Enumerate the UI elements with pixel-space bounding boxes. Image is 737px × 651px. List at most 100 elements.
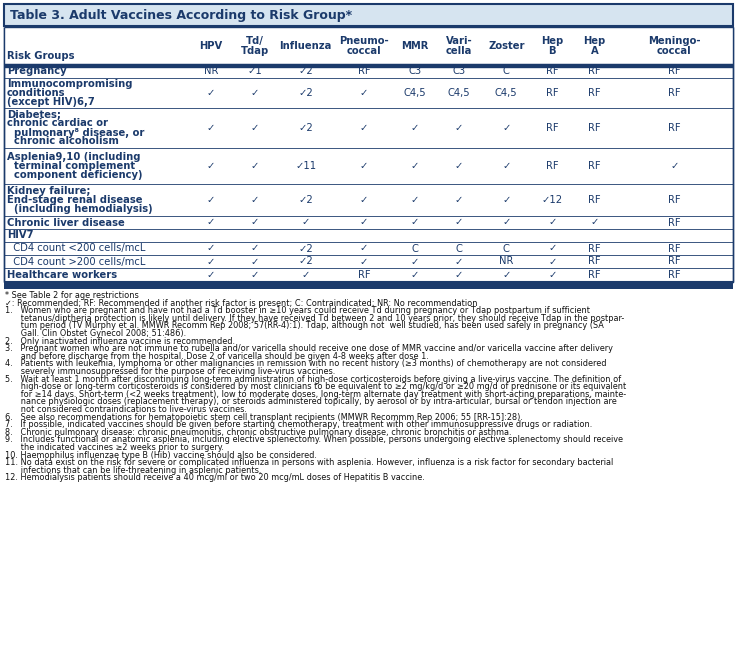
Text: C: C <box>455 243 462 253</box>
Text: 1.   Women who are pregnant and have not had a Td booster in ≥10 years could rec: 1. Women who are pregnant and have not h… <box>5 306 590 315</box>
Text: ✓: ✓ <box>411 123 419 133</box>
Text: NR: NR <box>204 66 218 77</box>
Text: Tdap: Tdap <box>241 46 269 56</box>
Text: 11. No data exist on the risk for severe or complicated influenza in persons wit: 11. No data exist on the risk for severe… <box>5 458 613 467</box>
Text: (including hemodialysis): (including hemodialysis) <box>7 204 153 214</box>
Text: ✓: ✓ <box>670 161 679 171</box>
Text: tetanus/diptheria protection is likely until delivery. If they have received Td : tetanus/diptheria protection is likely u… <box>5 314 624 323</box>
Text: nance physiologic doses (replacement therapy), or steroids administered topicall: nance physiologic doses (replacement the… <box>5 397 617 406</box>
Text: RF: RF <box>588 270 601 280</box>
Text: terminal complement: terminal complement <box>7 161 135 171</box>
Text: RF: RF <box>668 66 681 77</box>
Text: the indicated vaccines ≥2 weeks prior to surgery.: the indicated vaccines ≥2 weeks prior to… <box>5 443 224 452</box>
Text: C: C <box>412 243 419 253</box>
Bar <box>4 27 733 65</box>
Text: Pregnancy: Pregnancy <box>7 66 66 77</box>
Text: ✓: ✓ <box>360 243 368 253</box>
Text: RF: RF <box>668 88 681 98</box>
Text: 7.   If possible, indicated vaccines should be given before starting chemotherap: 7. If possible, indicated vaccines shoul… <box>5 420 593 429</box>
Text: ✓: ✓ <box>455 217 463 227</box>
Text: RF: RF <box>668 243 681 253</box>
Text: ✓2: ✓2 <box>298 195 313 205</box>
Text: Vari-: Vari- <box>446 36 472 46</box>
Text: RF: RF <box>588 256 601 266</box>
Text: ✓: ✓ <box>590 217 598 227</box>
Text: ✓2: ✓2 <box>298 66 313 77</box>
Text: ✓: ✓ <box>548 270 556 280</box>
Text: * See Table 2 for age restrictions: * See Table 2 for age restrictions <box>5 291 139 300</box>
Text: 12. Hemodialysis patients should receive a 40 mcg/ml or two 20 mcg/mL doses of H: 12. Hemodialysis patients should receive… <box>5 473 425 482</box>
Text: ✓1: ✓1 <box>248 66 262 77</box>
Text: ✓: ✓ <box>207 161 215 171</box>
Text: Influenza: Influenza <box>279 41 332 51</box>
Text: End-stage renal disease: End-stage renal disease <box>7 195 142 205</box>
Text: chronic alcoholism: chronic alcoholism <box>7 137 119 146</box>
Text: ✓: Recommended; RF: Recommended if another risk factor is present; C: Contraindi: ✓: Recommended; RF: Recommended if anoth… <box>5 299 478 308</box>
Text: ✓2: ✓2 <box>298 256 313 266</box>
Text: Healthcare workers: Healthcare workers <box>7 270 117 280</box>
Text: infections that can be life-threatening in asplenic patients.: infections that can be life-threatening … <box>5 466 262 475</box>
Text: RF: RF <box>668 270 681 280</box>
Text: Asplenia9,10 (including: Asplenia9,10 (including <box>7 152 141 162</box>
Text: ✓: ✓ <box>548 256 556 266</box>
Bar <box>4 4 733 26</box>
Text: and before discharge from the hospital. Dose 2 of varicella should be given 4-8 : and before discharge from the hospital. … <box>5 352 429 361</box>
Text: ✓: ✓ <box>455 161 463 171</box>
Text: Td/: Td/ <box>246 36 264 46</box>
Text: RF: RF <box>668 217 681 227</box>
Text: RF: RF <box>546 161 559 171</box>
Text: Diabetes;: Diabetes; <box>7 109 61 120</box>
Text: ✓: ✓ <box>455 123 463 133</box>
Text: tum period (TV Murphy et al. MMWR Recomm Rep 2008; 57(RR-4):1). Tdap, although n: tum period (TV Murphy et al. MMWR Recomm… <box>5 322 604 331</box>
Text: for ≥14 days. Short-term (<2 weeks treatment), low to moderate doses, long-term : for ≥14 days. Short-term (<2 weeks treat… <box>5 390 626 399</box>
Text: ✓: ✓ <box>251 256 259 266</box>
Text: RF: RF <box>588 243 601 253</box>
Text: chronic cardiac or: chronic cardiac or <box>7 118 108 128</box>
Text: C3: C3 <box>408 66 422 77</box>
Text: ✓: ✓ <box>360 256 368 266</box>
Text: ✓: ✓ <box>360 195 368 205</box>
Text: coccal: coccal <box>657 46 691 56</box>
Text: ✓: ✓ <box>207 123 215 133</box>
Text: ✓: ✓ <box>301 217 310 227</box>
Text: Gall. Clin Obstet Gynecol 2008; 51:486).: Gall. Clin Obstet Gynecol 2008; 51:486). <box>5 329 186 338</box>
Text: NR: NR <box>499 256 514 266</box>
Text: C4,5: C4,5 <box>404 88 427 98</box>
Text: CD4 count >200 cells/mcL: CD4 count >200 cells/mcL <box>7 256 145 266</box>
Text: ✓: ✓ <box>411 256 419 266</box>
Text: not considered contraindications to live-virus vaccines.: not considered contraindications to live… <box>5 405 247 414</box>
Text: ✓2: ✓2 <box>298 123 313 133</box>
Text: ✓: ✓ <box>411 217 419 227</box>
Text: 10. Haemophilus influenzae type B (Hib) vaccine should also be considered.: 10. Haemophilus influenzae type B (Hib) … <box>5 450 317 460</box>
Text: 5.   Wait at least 1 month after discontinuing long-term administration of high-: 5. Wait at least 1 month after discontin… <box>5 374 621 383</box>
Text: RF: RF <box>668 123 681 133</box>
Text: 6.   See also recommendations for hematopoietic stem cell transplant recipients : 6. See also recommendations for hematopo… <box>5 413 523 422</box>
Text: ✓: ✓ <box>360 123 368 133</box>
Text: C: C <box>503 66 510 77</box>
Text: ✓: ✓ <box>251 217 259 227</box>
Text: C: C <box>503 243 510 253</box>
Text: ✓: ✓ <box>207 243 215 253</box>
Text: C3: C3 <box>453 66 466 77</box>
Text: ✓: ✓ <box>502 217 511 227</box>
Text: Hep: Hep <box>584 36 606 46</box>
Text: C4,5: C4,5 <box>495 88 517 98</box>
Text: ✓2: ✓2 <box>298 243 313 253</box>
Text: RF: RF <box>546 88 559 98</box>
Text: ✓: ✓ <box>411 270 419 280</box>
Text: ✓: ✓ <box>548 217 556 227</box>
Text: Pneumo-: Pneumo- <box>339 36 389 46</box>
Text: high-dose or long-term corticosteroids is considered by most clinicians to be eq: high-dose or long-term corticosteroids i… <box>5 382 626 391</box>
Text: MMR: MMR <box>402 41 429 51</box>
Text: ✓: ✓ <box>455 270 463 280</box>
Text: A: A <box>590 46 598 56</box>
Text: coccal: coccal <box>347 46 382 56</box>
Bar <box>4 282 733 289</box>
Text: ✓11: ✓11 <box>296 161 316 171</box>
Text: RF: RF <box>546 123 559 133</box>
Text: Kidney failure;: Kidney failure; <box>7 186 91 196</box>
Text: ✓: ✓ <box>251 243 259 253</box>
Text: ✓: ✓ <box>411 195 419 205</box>
Text: component deficiency): component deficiency) <box>7 170 142 180</box>
Text: Table 3. Adult Vaccines According to Risk Group*: Table 3. Adult Vaccines According to Ris… <box>10 8 352 21</box>
